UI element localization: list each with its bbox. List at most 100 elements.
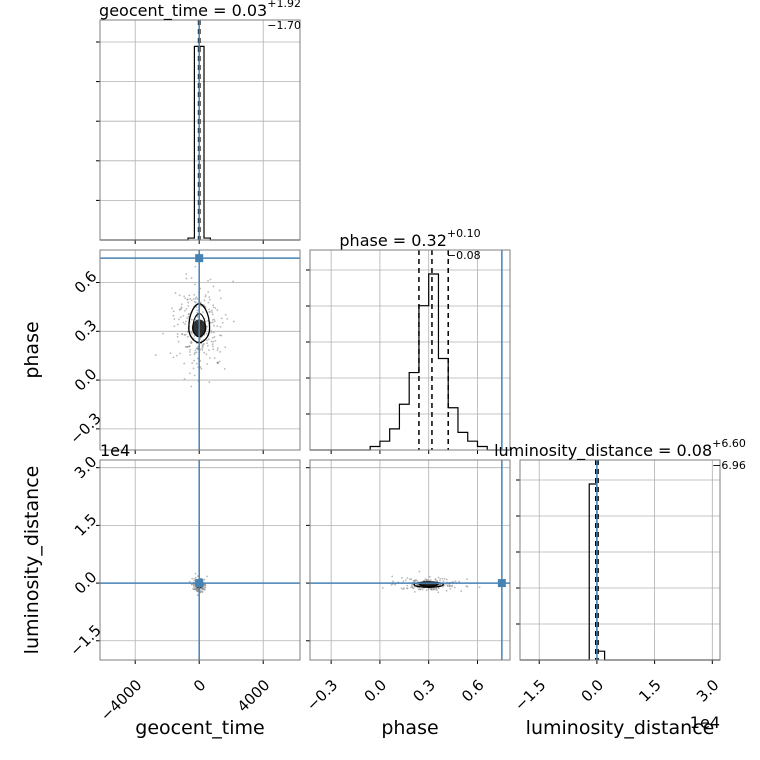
sample-point <box>208 296 211 298</box>
sample-point <box>406 577 409 579</box>
x-tick-label: 1.5 <box>635 676 665 706</box>
sample-point <box>203 351 206 354</box>
sample-point <box>421 588 424 591</box>
sample-point <box>184 333 187 336</box>
y-offset-text: 1e4 <box>100 441 130 460</box>
y-axis-label-luminosity_distance: luminosity_distance <box>21 466 43 655</box>
sample-point <box>443 584 446 587</box>
sample-point <box>193 577 196 580</box>
sample-point <box>179 352 181 355</box>
sample-point <box>182 314 185 317</box>
sample-point <box>213 331 215 334</box>
sample-point <box>194 349 197 352</box>
sample-point <box>400 587 403 590</box>
sample-point <box>173 325 176 328</box>
panel-ticks <box>516 479 713 664</box>
sample-point <box>414 580 417 582</box>
panel-frame <box>99 19 301 241</box>
sample-point <box>210 340 213 343</box>
sample-point <box>183 378 186 380</box>
sample-point <box>177 318 180 321</box>
sample-point <box>211 311 214 314</box>
sample-point <box>205 332 208 335</box>
sample-point <box>191 362 194 364</box>
sample-point <box>194 572 197 575</box>
sample-point <box>187 301 190 304</box>
sample-point <box>193 586 196 589</box>
sample-point <box>188 580 191 583</box>
sample-point <box>458 580 461 583</box>
sample-point <box>209 357 211 359</box>
panel-grid <box>310 460 510 660</box>
sample-point <box>191 577 194 580</box>
sample-point <box>390 583 393 586</box>
sample-point <box>196 357 199 360</box>
panel-frame <box>519 459 721 661</box>
contour-outer <box>413 581 444 588</box>
sample-point <box>193 374 196 377</box>
sample-point <box>199 301 202 304</box>
sample-point <box>181 333 184 335</box>
sample-point <box>183 334 186 336</box>
sample-point <box>218 289 221 292</box>
sample-point <box>418 570 421 573</box>
sample-point <box>211 343 214 346</box>
y-tick-label: 1.5 <box>71 510 101 540</box>
panel-title-minus-luminosity_distance: −6.96 <box>712 459 746 472</box>
sample-point <box>451 584 454 587</box>
sample-point <box>207 338 210 341</box>
panel-frame <box>99 459 301 661</box>
sample-point <box>207 301 210 304</box>
sample-point <box>196 594 199 597</box>
sample-point <box>190 583 193 586</box>
y-tick-label: 0.3 <box>71 316 101 346</box>
sample-point <box>208 298 211 301</box>
truth-marker <box>195 254 204 263</box>
sample-point <box>202 343 205 346</box>
sample-point <box>221 321 224 324</box>
sample-point <box>202 345 204 348</box>
sample-point <box>211 345 214 348</box>
x-tick-label: 0.0 <box>361 676 391 706</box>
sample-point <box>172 314 175 317</box>
sample-point <box>437 591 440 594</box>
sample-point <box>428 575 431 578</box>
panel-title-luminosity_distance: luminosity_distance = 0.08+6.60 <box>494 437 746 461</box>
sample-point <box>203 586 206 589</box>
sample-point <box>208 308 211 311</box>
sample-point <box>169 352 172 354</box>
sample-point <box>183 362 186 365</box>
sample-point <box>172 356 175 359</box>
sample-point <box>196 309 199 312</box>
sample-point <box>207 279 209 282</box>
sample-point <box>195 306 198 308</box>
sample-point <box>203 588 206 591</box>
panel-ticks <box>306 467 478 664</box>
sample-point <box>173 318 176 320</box>
panel-ticks <box>96 282 264 454</box>
x-axis-label-luminosity_distance: luminosity_distance <box>526 717 715 739</box>
sample-point <box>411 586 414 589</box>
sample-point <box>154 354 157 356</box>
sample-point <box>216 362 219 364</box>
sample-point <box>194 283 196 286</box>
sample-point <box>218 360 221 363</box>
sample-point <box>453 586 456 589</box>
sample-point <box>465 585 468 587</box>
sample-point <box>446 585 449 587</box>
sample-point <box>212 348 215 351</box>
sample-point <box>190 331 193 333</box>
panel-ticks <box>306 269 478 454</box>
sample-point <box>175 354 178 357</box>
sample-point <box>200 590 203 592</box>
sample-point <box>194 576 197 579</box>
sample-point <box>206 344 209 347</box>
sample-point <box>411 584 413 586</box>
sample-point <box>436 580 439 582</box>
sample-point <box>207 291 210 293</box>
sample-point <box>232 280 235 283</box>
sample-point <box>186 335 189 338</box>
sample-point <box>184 297 187 300</box>
sample-point <box>441 577 444 580</box>
